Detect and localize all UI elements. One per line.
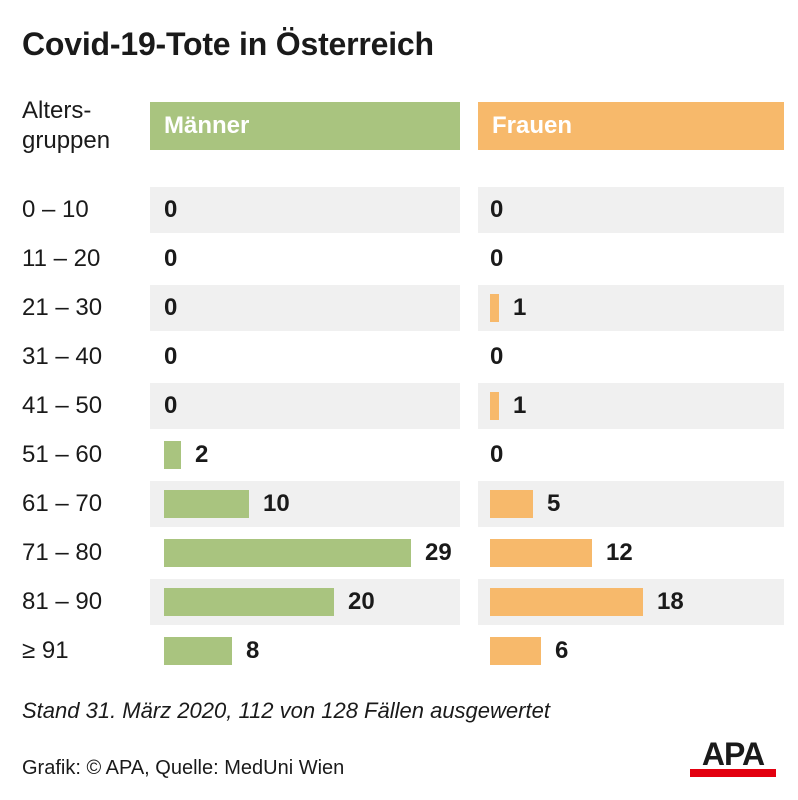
bar-frauen xyxy=(490,637,541,665)
bar-maenner xyxy=(164,588,334,616)
row-background xyxy=(150,383,460,429)
category-label: 51 – 60 xyxy=(22,441,103,468)
row-background xyxy=(478,187,784,233)
value-label-frauen: 0 xyxy=(490,343,504,370)
value-label-maenner: 0 xyxy=(164,392,178,419)
value-label-maenner: 0 xyxy=(164,343,178,370)
value-label-maenner: 29 xyxy=(425,539,452,566)
category-label: 31 – 40 xyxy=(22,343,103,370)
bar-frauen xyxy=(490,490,533,518)
category-label: 11 – 20 xyxy=(22,245,101,272)
category-label: 41 – 50 xyxy=(22,392,103,419)
series-header-frauen: Frauen xyxy=(478,102,784,150)
category-label: 0 – 10 xyxy=(22,196,89,223)
footnote: Stand 31. März 2020, 112 von 128 Fällen … xyxy=(22,698,550,723)
value-label-frauen: 0 xyxy=(490,441,504,468)
value-label-maenner: 0 xyxy=(164,245,178,272)
value-label-frauen: 1 xyxy=(513,294,527,321)
row-background xyxy=(478,285,784,331)
apa-logo: APA xyxy=(690,737,776,779)
bar-frauen xyxy=(490,588,643,616)
bar-maenner xyxy=(164,490,249,518)
value-label-frauen: 0 xyxy=(490,245,504,272)
value-label-maenner: 8 xyxy=(246,637,260,664)
bar-maenner xyxy=(164,637,232,665)
value-label-maenner: 10 xyxy=(263,490,290,517)
row-background xyxy=(478,383,784,429)
row-background xyxy=(150,187,460,233)
source-credit: Grafik: © APA, Quelle: MedUni Wien xyxy=(22,757,345,779)
value-label-maenner: 2 xyxy=(195,441,209,468)
category-label: 81 – 90 xyxy=(22,588,103,615)
value-label-frauen: 5 xyxy=(547,490,561,517)
bar-frauen xyxy=(490,392,499,420)
category-label: 71 – 80 xyxy=(22,539,103,566)
series-header-maenner: Männer xyxy=(150,102,460,150)
bar-frauen xyxy=(490,539,592,567)
value-label-frauen: 0 xyxy=(490,196,504,223)
value-label-maenner: 0 xyxy=(164,196,178,223)
chart-title: Covid-19-Tote in Österreich xyxy=(22,26,434,62)
value-label-maenner: 20 xyxy=(348,588,375,615)
bar-maenner xyxy=(164,441,181,469)
category-label: 21 – 30 xyxy=(22,294,103,321)
value-label-frauen: 12 xyxy=(606,539,633,566)
apa-logo-bar xyxy=(690,769,776,777)
value-label-maenner: 0 xyxy=(164,294,178,321)
category-axis-label: Alters- gruppen xyxy=(22,97,111,154)
row-background xyxy=(150,285,460,331)
value-label-frauen: 6 xyxy=(555,637,569,664)
category-label: ≥ 91 xyxy=(22,637,69,664)
category-label: 61 – 70 xyxy=(22,490,103,517)
bar-frauen xyxy=(490,294,499,322)
value-label-frauen: 1 xyxy=(513,392,527,419)
bar-maenner xyxy=(164,539,411,567)
apa-logo-text: APA xyxy=(701,736,765,772)
value-label-frauen: 18 xyxy=(657,588,684,615)
